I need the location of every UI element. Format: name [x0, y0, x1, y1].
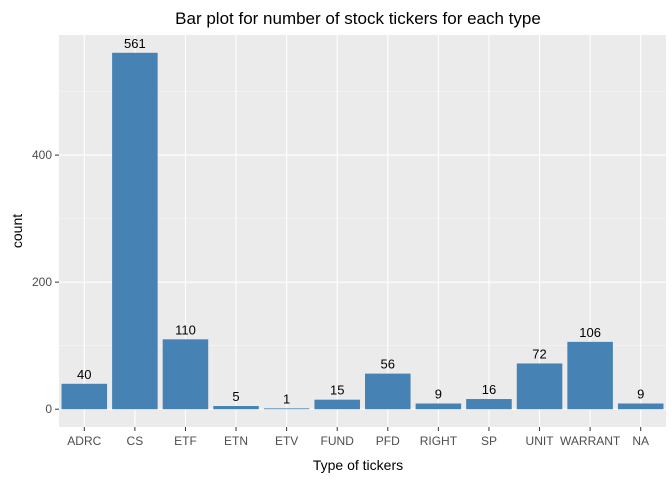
bar-fund — [314, 399, 360, 410]
bar-na — [617, 403, 664, 410]
bar-etv — [263, 408, 310, 410]
y-axis: 0 200 400 — [32, 148, 59, 416]
bar-unit — [516, 363, 563, 410]
x-tick-label: RIGHT — [420, 434, 458, 448]
data-label-na: 9 — [637, 386, 644, 401]
bar-cs — [112, 52, 158, 410]
x-tick-label: PFD — [376, 434, 400, 448]
y-tick-label: 200 — [32, 275, 52, 289]
x-tick-label: WARRANT — [560, 434, 621, 448]
data-label-etf: 110 — [175, 322, 196, 337]
bar-etf — [162, 339, 209, 410]
x-tick-label: ETN — [224, 434, 248, 448]
bar-adrc — [61, 383, 108, 410]
data-label-adrc: 40 — [77, 367, 91, 382]
x-tick-label: CS — [127, 434, 144, 448]
x-tick-label: ETV — [275, 434, 298, 448]
data-label-pfd: 56 — [381, 357, 395, 372]
bar-right — [415, 403, 462, 410]
bar-etn — [213, 406, 259, 410]
data-label-warrant: 106 — [579, 325, 601, 340]
bar-pfd — [365, 373, 411, 410]
x-tick-label: ADRC — [67, 434, 101, 448]
data-label-cs: 561 — [124, 36, 146, 51]
y-tick-label: 0 — [45, 402, 52, 416]
y-tick-label: 400 — [32, 148, 52, 162]
x-tick-label: UNIT — [526, 434, 555, 448]
data-label-etn: 5 — [232, 389, 239, 404]
x-tick-label: NA — [632, 434, 649, 448]
data-labels: 40 561 110 5 1 15 56 9 16 72 106 9 — [77, 36, 644, 407]
bar-sp — [466, 399, 512, 410]
data-label-fund: 15 — [330, 383, 344, 398]
x-tick-label: SP — [481, 434, 497, 448]
data-label-etv: 1 — [283, 392, 290, 407]
x-axis-title: Type of tickers — [313, 457, 403, 473]
bars — [61, 52, 664, 410]
bar-warrant — [567, 341, 613, 410]
x-tick-label: ETF — [174, 434, 197, 448]
chart-title: Bar plot for number of stock tickers for… — [175, 9, 541, 28]
plot-panel — [59, 35, 666, 427]
data-label-sp: 16 — [482, 382, 496, 397]
y-axis-title: count — [9, 214, 25, 248]
data-label-unit: 72 — [532, 346, 546, 361]
x-tick-label: FUND — [321, 434, 355, 448]
data-label-right: 9 — [435, 386, 442, 401]
x-axis: ADRC CS ETF ETN ETV FUND PFD RIGHT SP UNIT WARRANT… — [67, 427, 649, 448]
